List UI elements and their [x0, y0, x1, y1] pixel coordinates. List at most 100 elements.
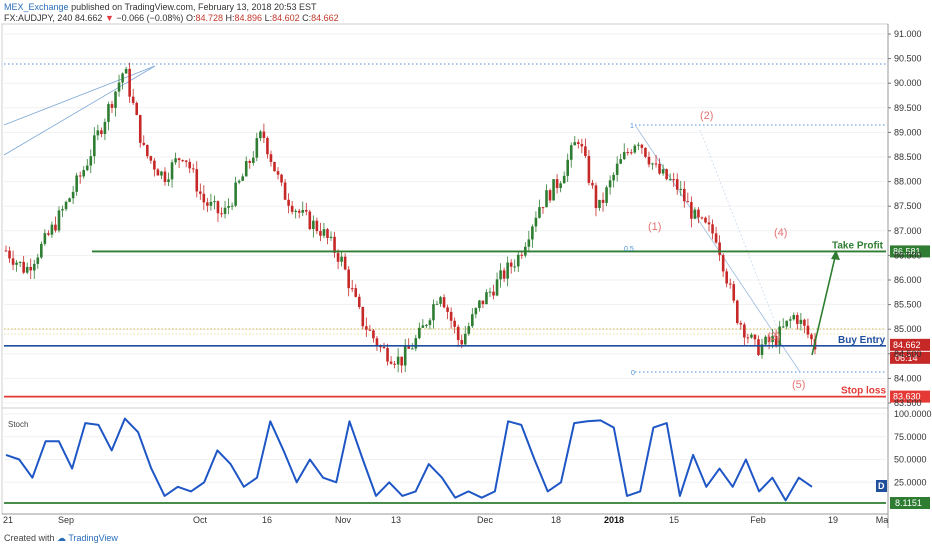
level-price-tag — [890, 245, 930, 258]
take-profit-arrow[interactable] — [811, 252, 837, 356]
candle-body — [541, 207, 545, 209]
candle-body — [138, 114, 142, 143]
level-price-tag — [890, 390, 930, 403]
candle-body — [531, 226, 534, 240]
price-tick-label: 88.000 — [894, 177, 922, 187]
candle-body — [668, 179, 672, 181]
candle-body — [471, 314, 474, 327]
candle-body — [810, 334, 813, 340]
stoch-tick-label: 50.0000 — [894, 455, 927, 465]
candle-body — [96, 130, 100, 136]
candle-body — [644, 147, 647, 157]
candle-body — [382, 347, 386, 349]
candle-body — [693, 209, 697, 219]
created-with-text: Created with — [4, 533, 55, 543]
candle-body — [622, 152, 626, 160]
candles — [4, 62, 817, 373]
candle-body — [690, 202, 693, 219]
candle-body — [68, 198, 71, 202]
candle-body — [488, 291, 492, 293]
candle-body — [255, 138, 259, 158]
candle-body — [697, 209, 700, 218]
candle-body — [682, 188, 686, 202]
candle-body — [389, 361, 393, 364]
candle-body — [400, 356, 403, 366]
candle-body — [651, 163, 654, 165]
wave-label: (3) — [767, 331, 780, 343]
price-tick-label: 88.500 — [894, 152, 922, 162]
candle-body — [209, 202, 213, 206]
wave-label: (2) — [700, 110, 713, 122]
candle-body — [686, 201, 690, 203]
candle-body — [750, 334, 753, 338]
down-arrow-icon: ▼ — [104, 13, 114, 23]
candle-body — [393, 363, 396, 365]
candle-body — [11, 258, 15, 265]
candle-body — [449, 311, 453, 321]
candle-body — [354, 288, 358, 297]
time-tick-label: Nov — [335, 515, 352, 525]
candle-body — [372, 330, 375, 339]
stoch-value-tag — [890, 497, 930, 509]
candle-body — [379, 346, 382, 348]
candle-body — [304, 209, 308, 212]
price-tick-label: 91.000 — [894, 29, 922, 39]
candle-body — [54, 224, 57, 231]
grid — [4, 33, 886, 404]
candle-body — [248, 161, 252, 163]
candle-body — [410, 348, 414, 350]
candle-body — [619, 159, 622, 164]
candle-body — [103, 121, 107, 134]
candle-body — [322, 229, 326, 236]
candle-body — [191, 168, 195, 170]
candle-body — [36, 257, 40, 264]
candle-body — [329, 236, 333, 238]
candle-body — [160, 171, 163, 176]
candle-body — [453, 320, 456, 327]
candle-body — [131, 96, 135, 103]
candle-body — [481, 300, 485, 305]
candle-body — [672, 179, 675, 181]
candle-body — [156, 169, 160, 176]
candle-body — [361, 307, 365, 327]
price-tick-label: 83.500 — [894, 398, 922, 408]
tradingview-logo-icon: ☁ — [57, 533, 67, 543]
chart-header: MEX_Exchange published on TradingView.co… — [4, 2, 339, 24]
candle-body — [266, 137, 269, 155]
candle-body — [806, 325, 810, 335]
candle-body — [502, 270, 506, 279]
candle-body — [297, 210, 301, 213]
time-tick-label: Dec — [477, 515, 494, 525]
candle-body — [658, 163, 661, 174]
tradingview-brand[interactable]: TradingView — [68, 533, 118, 543]
candle-body — [319, 231, 322, 236]
candle-body — [15, 262, 18, 265]
open-label: O: — [185, 13, 196, 23]
price-tick-label: 85.500 — [894, 300, 922, 310]
candle-body — [368, 329, 372, 331]
candle-body — [767, 336, 771, 343]
candle-body — [463, 333, 467, 345]
time-axis: 21 Sep Oct 16 Nov 13 Dec 18 2018 15 Feb 19 Ma — [3, 515, 888, 525]
candle-body — [577, 142, 580, 145]
fib-level-label: 1 — [630, 123, 634, 130]
candle-body — [629, 152, 633, 154]
candle-body — [195, 169, 199, 192]
trend-line-2[interactable] — [3, 65, 156, 156]
stoch-tick-label: 75.0000 — [894, 432, 927, 442]
candle-body — [206, 202, 209, 206]
fib-level-label: 0 — [631, 370, 635, 377]
level-price-label: 83.630 — [893, 392, 921, 402]
price-tick-label: 84.000 — [894, 373, 922, 383]
trend-line-1[interactable] — [3, 65, 156, 126]
candle-body — [654, 163, 658, 165]
candle-body — [251, 157, 255, 163]
candle-body — [432, 304, 435, 321]
low-value: 84.602 — [272, 13, 300, 23]
author-link[interactable]: MEX_Exchange — [4, 2, 69, 12]
candle-body — [259, 131, 262, 139]
candle-body — [223, 207, 227, 214]
time-tick-label: 21 — [3, 515, 13, 525]
candle-body — [580, 144, 584, 147]
